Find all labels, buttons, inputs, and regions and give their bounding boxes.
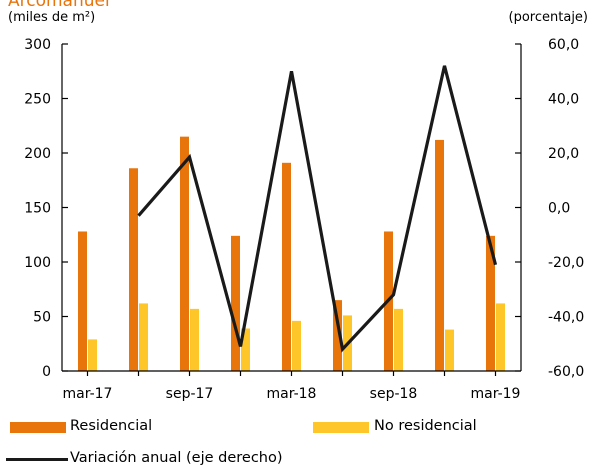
bar-residencial-0 bbox=[78, 231, 87, 371]
bar-no-residencial-2 bbox=[190, 308, 199, 371]
bar-no-residencial-1 bbox=[139, 303, 148, 371]
bar-residencial-1 bbox=[129, 168, 138, 371]
bar-no-residencial-4 bbox=[292, 320, 301, 371]
bar-residencial-7 bbox=[435, 139, 444, 371]
bar-no-residencial-6 bbox=[394, 308, 403, 371]
bar-no-residencial-8 bbox=[496, 303, 505, 371]
bar-no-residencial-3 bbox=[241, 328, 250, 371]
right-tick-label-3: 0,0 bbox=[548, 201, 570, 217]
bar-residencial-5 bbox=[333, 300, 342, 371]
axes-layer bbox=[61, 43, 522, 376]
tick-labels-layer: 0 50 100 150 200 250 300 -60,0 -40,0 -20,0 0,0 20,0… bbox=[24, 37, 584, 402]
x-tick-label-4: mar-18 bbox=[267, 386, 317, 402]
right-tick-label-0: -60,0 bbox=[548, 364, 584, 380]
left-tick-label-4: 200 bbox=[24, 146, 51, 162]
right-tick-label-4: 20,0 bbox=[548, 146, 579, 162]
bar-residencial-3 bbox=[231, 235, 240, 371]
bar-residencial-4 bbox=[282, 162, 291, 371]
bar-residencial-8 bbox=[486, 235, 495, 371]
left-tick-label-0: 0 bbox=[42, 364, 51, 380]
legend-label-variacion: Variación anual (eje derecho) bbox=[70, 450, 283, 466]
left-tick-label-5: 250 bbox=[24, 92, 51, 108]
bar-residencial-2 bbox=[180, 136, 189, 371]
line-layer bbox=[137, 65, 498, 353]
bar-no-residencial-0 bbox=[88, 339, 97, 371]
x-tick-label-6: sep-18 bbox=[370, 386, 418, 402]
chart-title: Arcomanuer bbox=[8, 0, 112, 11]
right-tick-label-1: -40,0 bbox=[548, 310, 584, 326]
bar-no-residencial-7 bbox=[445, 329, 454, 371]
left-axis-unit: (miles de m²) bbox=[8, 10, 96, 25]
left-tick-label-2: 100 bbox=[24, 255, 51, 271]
legend-label-residencial: Residencial bbox=[70, 418, 153, 434]
right-tick-label-6: 60,0 bbox=[548, 37, 579, 53]
x-tick-label-8: mar-19 bbox=[471, 386, 521, 402]
legend-line-variacion bbox=[6, 458, 68, 461]
right-axis-unit: (porcentaje) bbox=[508, 10, 588, 25]
legend-swatch-residencial bbox=[10, 422, 66, 433]
x-tick-label-0: mar-17 bbox=[63, 386, 113, 402]
left-tick-label-3: 150 bbox=[24, 201, 51, 217]
bars-layer bbox=[78, 136, 505, 371]
left-tick-label-1: 50 bbox=[33, 310, 51, 326]
x-tick-label-2: sep-17 bbox=[166, 386, 214, 402]
right-tick-label-5: 40,0 bbox=[548, 92, 579, 108]
legend-label-no-residencial: No residencial bbox=[374, 418, 477, 434]
right-tick-label-2: -20,0 bbox=[548, 255, 584, 271]
line-variacion-anual bbox=[137, 65, 498, 353]
legend-swatch-no-residencial bbox=[313, 422, 369, 433]
left-tick-label-6: 300 bbox=[24, 37, 51, 53]
